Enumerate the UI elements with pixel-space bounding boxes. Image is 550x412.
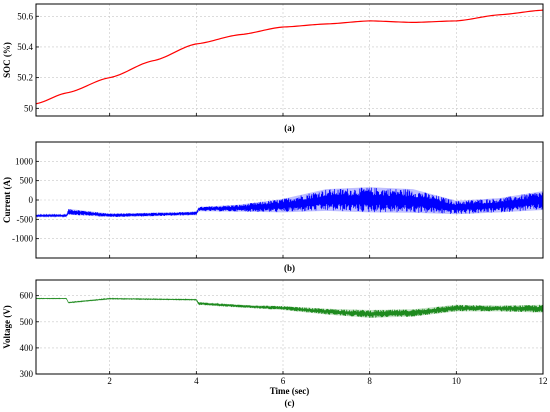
chart-panel-2: -1000 -500 0 500 1000 Current (A) (b) xyxy=(2,141,544,273)
y-tick-label: 50.2 xyxy=(17,73,33,83)
x-tick-label: 8 xyxy=(367,376,372,386)
series-group xyxy=(36,9,543,105)
x-tick-label: 2 xyxy=(107,376,112,386)
series-group xyxy=(36,187,543,218)
series-line xyxy=(36,297,543,318)
y-tick-label: 600 xyxy=(20,291,34,301)
y-tick-label: 1000 xyxy=(15,156,34,166)
series-line xyxy=(36,9,543,105)
plot-frame xyxy=(35,279,544,375)
y-tick-label: 500 xyxy=(20,317,34,327)
series-envelope xyxy=(36,187,543,218)
y-tick-label: 50 xyxy=(24,103,34,113)
x-tick-label: 12 xyxy=(539,376,548,386)
y-tick-label: 0 xyxy=(29,195,34,205)
series-line xyxy=(36,187,543,218)
series-group xyxy=(36,297,543,318)
x-tick-label: 10 xyxy=(452,376,462,386)
panel-caption: (c) xyxy=(285,398,295,408)
y-axis-label: Voltage (V) xyxy=(2,305,12,348)
plot-frame xyxy=(35,3,544,117)
y-tick-label: -500 xyxy=(17,214,34,224)
x-tick-label: 6 xyxy=(281,376,286,386)
chart-panel-1: 50 50.2 50.4 50.6 SOC (%) (a) xyxy=(2,3,544,133)
y-tick-label: 50.4 xyxy=(17,42,33,52)
x-tick-label: 4 xyxy=(194,376,199,386)
y-tick-label: 500 xyxy=(20,176,34,186)
y-tick-label: 50.6 xyxy=(17,11,33,21)
chart-panel-3: 300 400 500 600 2 4 6 8 10 12 Voltage (V) Time (sec… xyxy=(2,279,548,408)
y-axis-label: SOC (%) xyxy=(2,42,12,78)
y-tick-label: -1000 xyxy=(12,234,33,244)
y-axis-label: Current (A) xyxy=(2,177,12,223)
y-tick-label: 400 xyxy=(20,343,34,353)
x-axis-label: Time (sec) xyxy=(270,386,310,396)
y-tick-label: 300 xyxy=(20,369,34,379)
panel-caption: (a) xyxy=(284,123,295,133)
panel-caption: (b) xyxy=(284,263,295,273)
